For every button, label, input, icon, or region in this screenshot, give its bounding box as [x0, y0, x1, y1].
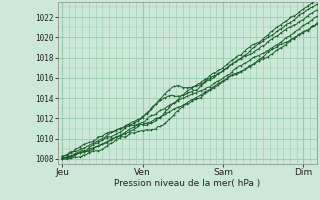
- X-axis label: Pression niveau de la mer( hPa ): Pression niveau de la mer( hPa ): [114, 179, 260, 188]
